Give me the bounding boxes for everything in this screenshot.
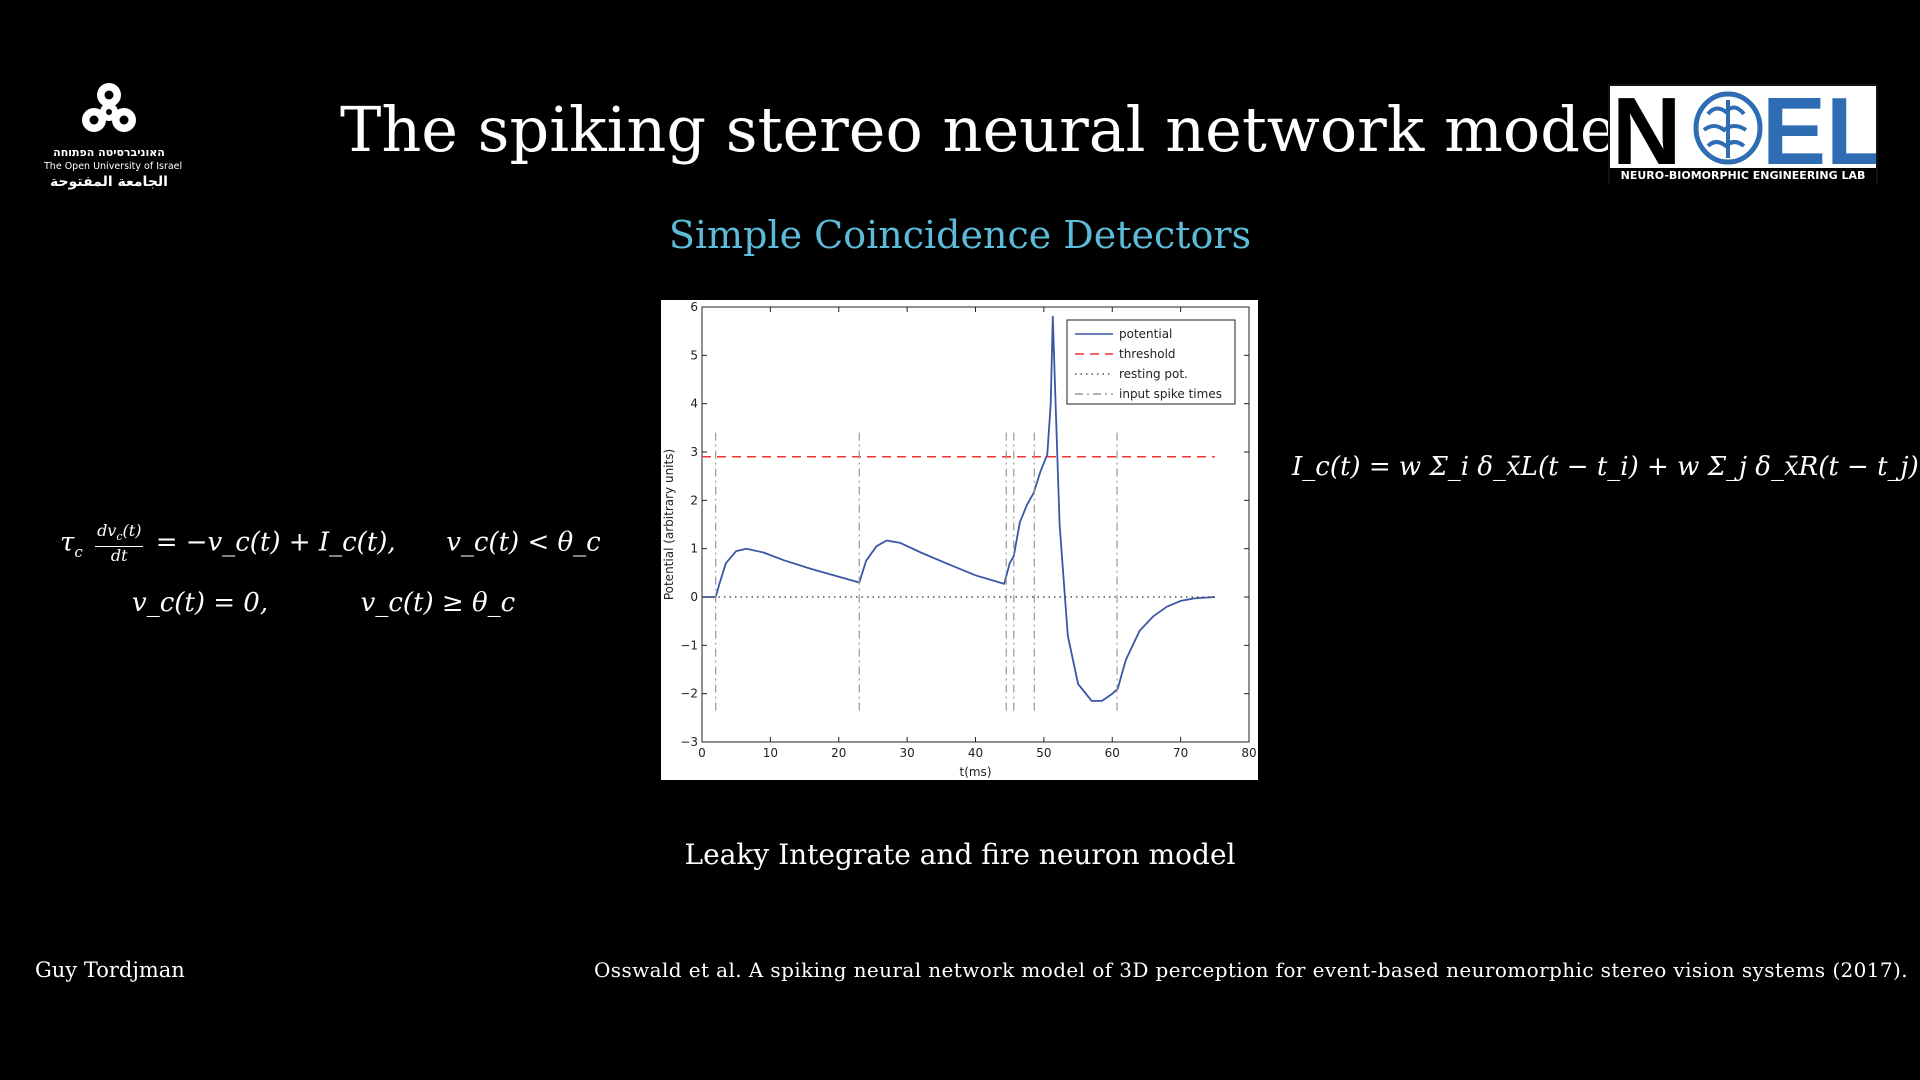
y-axis-label: Potential (arbitrary units): [662, 449, 676, 600]
footer-author: Guy Tordjman: [35, 958, 185, 982]
logo-hebrew-text: האוניברסיטה הפתוחה: [53, 146, 165, 159]
input-current-equation: I_c(t) = w Σ_i δ_x̄L(t − t_i) + w Σ_j δ_…: [1292, 452, 1919, 482]
x-tick-label: 80: [1241, 746, 1256, 760]
reset-condition: v_c(t) ≥ θ_c: [360, 588, 516, 618]
noel-tagline: NEURO-BIOMORPHIC ENGINEERING LAB: [1610, 168, 1876, 184]
open-university-logo: האוניברסיטה הפתוחה The Open University o…: [44, 80, 183, 195]
x-tick-label: 50: [1036, 746, 1051, 760]
x-tick-label: 70: [1173, 746, 1188, 760]
noel-letter-n: N: [1612, 86, 1681, 168]
slide-subtitle: Simple Coincidence Detectors: [668, 213, 1252, 257]
logo-english-text: The Open University of Israel: [44, 161, 183, 172]
tau-symbol: τ: [60, 527, 75, 558]
x-tick-label: 0: [698, 746, 706, 760]
legend-label: input spike times: [1119, 387, 1222, 401]
logo-arabic-text: الجامعة المفتوحة: [50, 174, 168, 190]
lif-equation-subthreshold: τc dvc(t) dt = −v_c(t) + I_c(t), v_c(t) …: [60, 521, 601, 566]
slide-title: The spiking stereo neural network model: [340, 93, 1637, 166]
x-tick-label: 60: [1105, 746, 1120, 760]
noel-wordmark: N EL: [1612, 86, 1876, 168]
lif-equation-reset: v_c(t) = 0, v_c(t) ≥ θ_c: [132, 588, 515, 618]
y-tick-label: −2: [680, 687, 698, 701]
chart-legend: potential threshold resting pot. input spik…: [1066, 319, 1236, 405]
trefoil-emblem-icon: [82, 83, 136, 132]
y-tick-label: 5: [690, 348, 698, 362]
brain-icon: [1693, 91, 1763, 165]
chart-svg: 0 10 20 30 40 50 60 70 80 −3 −2 −1 0 1 2 3 4 5 6 potential…: [662, 300, 1257, 779]
potential-chart: 0 10 20 30 40 50 60 70 80 −3 −2 −1 0 1 2 3 4 5 6 potential…: [661, 300, 1258, 780]
y-tick-label: 6: [690, 300, 698, 314]
derivative-fraction: dvc(t) dt: [95, 521, 144, 566]
lif-condition: v_c(t) < θ_c: [446, 527, 601, 558]
footer-citation: Osswald et al. A spiking neural network …: [594, 958, 1908, 982]
legend-label: potential: [1119, 327, 1172, 341]
y-tick-label: 3: [690, 445, 698, 459]
y-tick-label: 0: [690, 590, 698, 604]
noel-lab-logo: N EL NEURO-BIOMORPHIC ENGINEERING LAB: [1608, 84, 1878, 184]
chart-ticks: 0 10 20 30 40 50 60 70 80 −3 −2 −1 0 1 2 3 4 5 6: [680, 300, 1256, 760]
legend-label: resting pot.: [1119, 367, 1188, 381]
noel-letters-el: EL: [1762, 86, 1876, 168]
potential-line: [702, 315, 1215, 702]
x-tick-label: 20: [831, 746, 846, 760]
x-axis-label: t(ms): [959, 765, 991, 779]
y-tick-label: 2: [690, 493, 698, 507]
chart-caption: Leaky Integrate and fire neuron model: [684, 838, 1236, 871]
chart-series: [702, 315, 1215, 711]
y-tick-label: 1: [690, 542, 698, 556]
x-tick-label: 10: [763, 746, 778, 760]
y-tick-label: 4: [690, 397, 698, 411]
legend-label: threshold: [1119, 347, 1176, 361]
x-tick-label: 40: [968, 746, 983, 760]
x-tick-label: 30: [899, 746, 914, 760]
y-tick-label: −3: [680, 735, 698, 749]
y-tick-label: −1: [680, 638, 698, 652]
reset-value: v_c(t) = 0,: [132, 588, 269, 618]
lif-rhs: = −v_c(t) + I_c(t),: [155, 527, 396, 558]
